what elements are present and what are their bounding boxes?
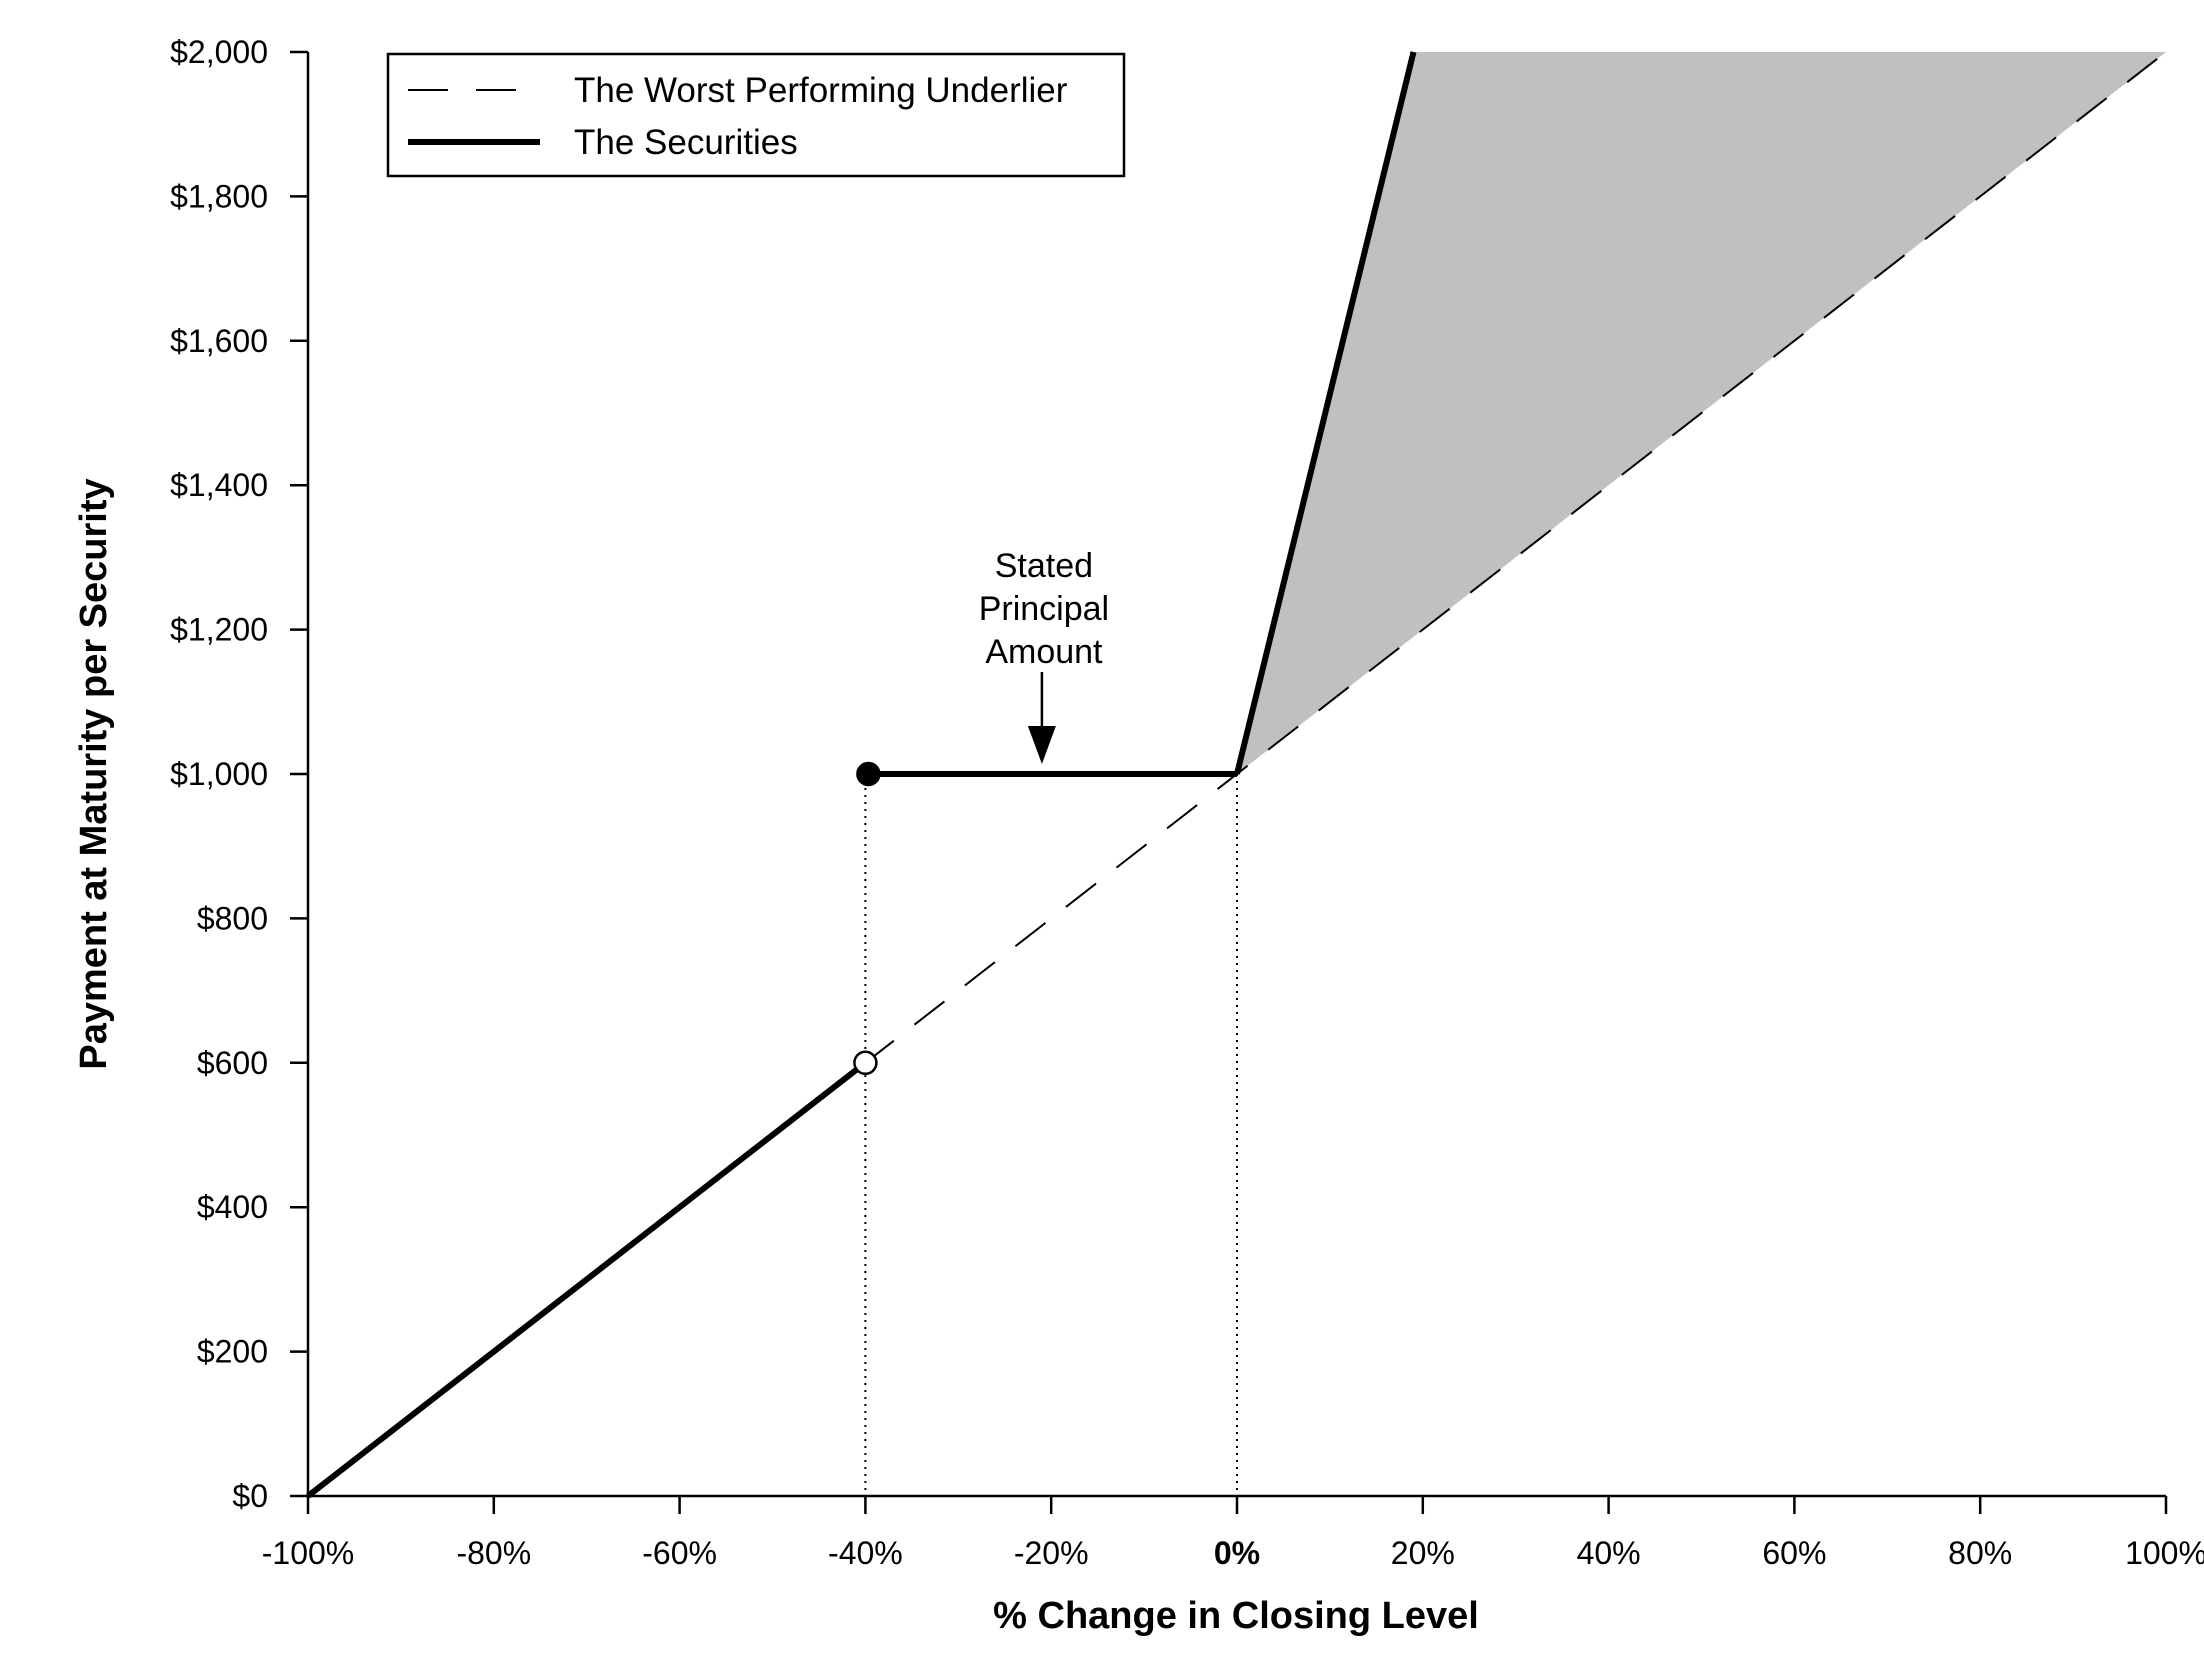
x-tick-label-10: 100%	[2125, 1535, 2204, 1571]
open-marker	[853, 1050, 878, 1076]
x-tick-label-9: 80%	[1948, 1535, 2012, 1571]
y-tick-label-1: $200	[197, 1334, 268, 1370]
x-tick-label-5: 0%	[1214, 1535, 1260, 1571]
y-tick-label-2: $400	[197, 1189, 268, 1225]
series-layer	[306, 51, 2167, 1499]
y-tick-label-7: $1,400	[170, 467, 268, 503]
y-tick-label-3: $600	[197, 1045, 268, 1081]
legend-label-0: The Worst Performing Underlier	[574, 71, 1068, 110]
legend-label-1: The Securities	[574, 123, 798, 162]
x-tick-label-1: -80%	[456, 1535, 531, 1571]
x-tick-label-8: 60%	[1762, 1535, 1826, 1571]
x-tick-label-0: -100%	[262, 1535, 355, 1571]
y-axis-title: Payment at Maturity per Security	[73, 478, 115, 1069]
y-tick-label-5: $1,000	[170, 756, 268, 792]
x-tick-label-4: -20%	[1014, 1535, 1089, 1571]
y-tick-label-0: $0	[232, 1478, 268, 1514]
x-axis-title: % Change in Closing Level	[993, 1595, 1479, 1637]
x-tick-label-7: 40%	[1577, 1535, 1641, 1571]
series-securities-segment-2	[1234, 51, 1417, 775]
series-securities-segment-0	[306, 1060, 868, 1499]
reference-lines-layer	[864, 774, 1238, 1496]
markers-layer	[853, 761, 881, 1076]
annotation-line-0: Stated	[995, 547, 1093, 585]
x-tick-label-2: -60%	[642, 1535, 717, 1571]
legend-box	[386, 52, 1126, 178]
annotation-line-1: Principal	[979, 590, 1109, 628]
annotation-arrow-head	[1027, 726, 1056, 764]
y-tick-label-10: $2,000	[170, 34, 268, 70]
y-tick-label-9: $1,800	[170, 178, 268, 214]
y-tick-label-6: $1,200	[170, 612, 268, 648]
y-tick-label-4: $800	[197, 900, 268, 936]
x-tick-label-3: -40%	[828, 1535, 903, 1571]
axes-layer: -100% -80% -60% -40% -20% 0% 20% 40% 60% 80% 100% $…	[170, 34, 2204, 1571]
legend: The Worst Performing Underlier The Securi…	[386, 52, 1126, 178]
filled-marker	[856, 761, 881, 787]
x-tick-label-6: 20%	[1391, 1535, 1455, 1571]
y-tick-label-8: $1,600	[170, 323, 268, 359]
annotation-layer: Stated Principal Amount	[979, 547, 1109, 764]
annotation-line-2: Amount	[985, 633, 1103, 671]
